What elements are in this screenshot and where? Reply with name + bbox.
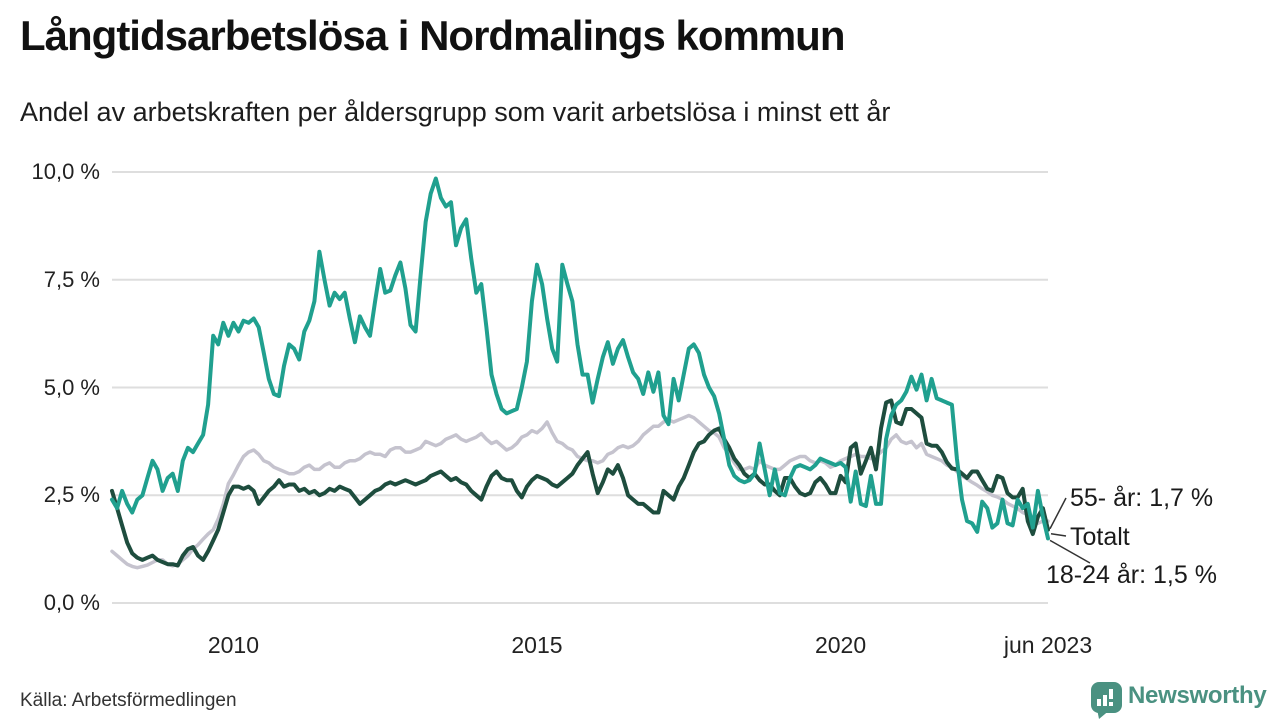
y-axis-tick-label: 7,5 % (43, 266, 100, 292)
annotation-connector (1049, 497, 1067, 530)
series-line-totalt (110, 413, 1050, 570)
annotation-connector (1050, 532, 1067, 537)
page-title: Långtidsarbetslösa i Nordmalings kommun (20, 12, 845, 59)
series-line-55-r (110, 398, 1050, 568)
series-line-18-24-r (110, 176, 1050, 541)
newsworthy-logo-text: Newsworthy (1128, 682, 1267, 709)
source-note: Källa: Arbetsförmedlingen (20, 690, 237, 711)
x-axis-tick-label: jun 2023 (1003, 632, 1093, 658)
end-label-18-24: 18-24 år: 1,5 % (1046, 561, 1217, 589)
end-label-total: Totalt (1070, 523, 1130, 551)
annotation-connector (1049, 539, 1091, 564)
newsworthy-logo-icon (1091, 682, 1122, 719)
x-axis-tick-label: 2015 (511, 632, 563, 658)
y-axis-tick-label: 0,0 % (43, 590, 100, 615)
page-subtitle: Andel av arbetskraften per åldersgrupp s… (20, 97, 891, 127)
end-label-55-plus: 55- år: 1,7 % (1070, 484, 1214, 512)
y-axis-tick-label: 2,5 % (43, 482, 100, 508)
newsworthy-logo: Newsworthy (1090, 680, 1276, 720)
x-axis-tick-label: 2020 (814, 632, 867, 658)
y-axis-tick-label: 10,0 % (31, 159, 101, 184)
x-axis-tick-label: 2010 (207, 632, 259, 658)
y-axis-tick-label: 5,0 % (43, 374, 100, 400)
